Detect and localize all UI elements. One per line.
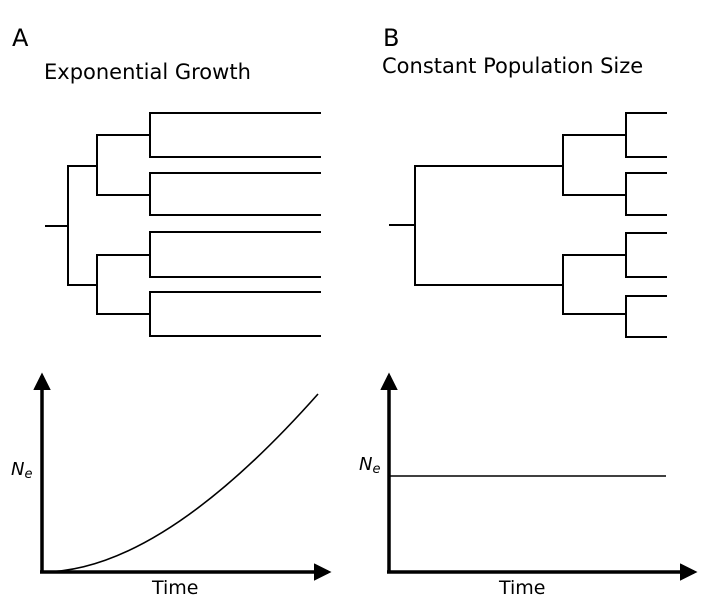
tree-a-node-bottom: [96, 254, 151, 315]
tree-a-cherry-1: [149, 112, 321, 158]
panel-a-letter: A: [12, 24, 29, 52]
panel-b: B Constant Population Size Ne Time: [359, 24, 698, 599]
tree-b-cherry-2: [625, 172, 667, 216]
tree-a-node-top: [96, 134, 151, 196]
tree-a-cherry-2: [149, 172, 321, 216]
panel-b-y-axis-label: Ne: [359, 454, 380, 477]
tree-b-cherry-1: [625, 112, 667, 158]
panel-a-title: Exponential Growth: [44, 60, 251, 84]
tree-a-node-root: [67, 165, 98, 286]
tree-b-node-bottom: [562, 254, 627, 315]
panel-b-letter: B: [383, 24, 399, 52]
panel-a-y-axis-label: Ne: [11, 459, 32, 482]
panel-a-genealogy-tree: [45, 112, 321, 337]
tree-b-node-top: [562, 134, 627, 196]
exponential-growth-curve: [41, 393, 319, 573]
panel-b-x-axis-label: Time: [498, 577, 546, 599]
tree-a-cherry-3: [149, 231, 321, 278]
panel-a-ne-plot: Ne Time: [11, 372, 332, 599]
panel-b-genealogy-tree: [389, 112, 667, 338]
panel-a: A Exponential Growth Ne Time: [11, 24, 332, 599]
tree-b-node-root: [414, 165, 564, 286]
panel-a-x-axis-label: Time: [151, 577, 199, 599]
tree-b-cherry-3: [625, 232, 667, 278]
tree-a-cherry-4: [149, 291, 321, 337]
panel-b-ne-plot: Ne Time: [359, 372, 698, 599]
tree-b-cherry-4: [625, 295, 667, 338]
panel-b-title: Constant Population Size: [382, 54, 643, 78]
